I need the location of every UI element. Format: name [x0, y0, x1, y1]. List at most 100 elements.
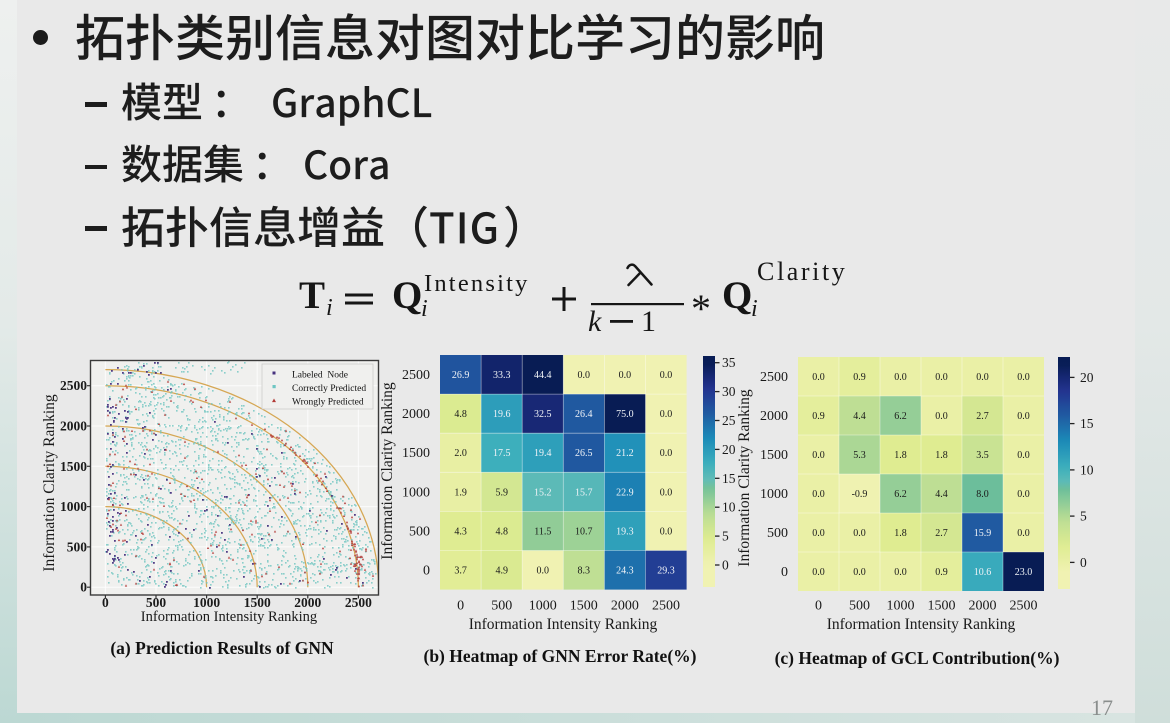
- svg-text:0.0: 0.0: [660, 526, 673, 537]
- svg-text:Labeled Node: Labeled Node: [292, 371, 348, 381]
- svg-text:Q: Q: [722, 274, 752, 317]
- svg-text:2500: 2500: [1010, 599, 1038, 614]
- svg-text:2.0: 2.0: [454, 448, 467, 459]
- svg-text:0.0: 0.0: [935, 411, 948, 422]
- svg-text:(c) Heatmap of GCL Contributio: (c) Heatmap of GCL Contribution(%): [775, 648, 1060, 668]
- svg-text:4.3: 4.3: [454, 526, 467, 537]
- svg-text:k: k: [588, 305, 602, 338]
- svg-text:0.0: 0.0: [853, 528, 866, 539]
- svg-text:1500: 1500: [928, 599, 956, 614]
- svg-text:8.0: 8.0: [976, 489, 989, 500]
- svg-text:2.7: 2.7: [976, 411, 989, 422]
- svg-text:6.2: 6.2: [894, 411, 907, 422]
- svg-text:19.6: 19.6: [493, 409, 511, 420]
- svg-text:15: 15: [722, 471, 736, 486]
- svg-text:0.0: 0.0: [894, 567, 907, 578]
- svg-text:0.0: 0.0: [853, 567, 866, 578]
- svg-text:500: 500: [409, 524, 430, 539]
- svg-text:Information Clarity Ranking: Information Clarity Ranking: [736, 389, 753, 567]
- svg-text:500: 500: [67, 539, 88, 554]
- svg-text:0.0: 0.0: [894, 372, 907, 383]
- svg-text:2000: 2000: [294, 595, 321, 610]
- svg-text:1500: 1500: [244, 595, 271, 610]
- svg-text:0.0: 0.0: [812, 528, 825, 539]
- svg-text:500: 500: [767, 526, 788, 541]
- svg-text:25: 25: [722, 413, 736, 428]
- svg-text:26.4: 26.4: [575, 409, 593, 420]
- svg-text:Information Intensity Ranking: Information Intensity Ranking: [469, 616, 658, 633]
- svg-text:1500: 1500: [60, 459, 87, 474]
- svg-text:3.5: 3.5: [976, 450, 989, 461]
- svg-text:5.3: 5.3: [853, 450, 866, 461]
- svg-text:Information Intensity Ranking: Information Intensity Ranking: [827, 616, 1016, 633]
- svg-text:0.9: 0.9: [853, 372, 866, 383]
- svg-text:10: 10: [1080, 462, 1094, 477]
- svg-text:2500: 2500: [652, 599, 680, 614]
- svg-text:0.0: 0.0: [935, 372, 948, 383]
- svg-text:20: 20: [722, 442, 736, 457]
- svg-text:0: 0: [457, 599, 464, 614]
- svg-text:0.0: 0.0: [578, 370, 591, 381]
- svg-text:Information Intensity Ranking: Information Intensity Ranking: [141, 609, 317, 625]
- svg-text:17.5: 17.5: [493, 448, 511, 459]
- svg-text:0: 0: [423, 564, 430, 579]
- svg-text:1000: 1000: [402, 485, 430, 500]
- svg-text:1500: 1500: [760, 448, 788, 463]
- svg-text:0.0: 0.0: [1017, 450, 1030, 461]
- svg-text:2000: 2000: [969, 599, 997, 614]
- svg-text:Clarity: Clarity: [757, 257, 847, 286]
- svg-text:i: i: [421, 296, 428, 322]
- svg-text:4.8: 4.8: [495, 526, 508, 537]
- svg-text:5: 5: [1080, 509, 1087, 524]
- svg-text:4.8: 4.8: [454, 409, 467, 420]
- svg-text:0.0: 0.0: [619, 370, 632, 381]
- svg-text:2500: 2500: [760, 370, 788, 385]
- svg-text:4.9: 4.9: [495, 566, 508, 577]
- svg-text:1000: 1000: [60, 499, 87, 514]
- svg-text:10.7: 10.7: [575, 526, 593, 537]
- svg-text:0.0: 0.0: [660, 487, 673, 498]
- svg-text:21.2: 21.2: [616, 448, 634, 459]
- svg-text:1000: 1000: [193, 595, 220, 610]
- svg-text:0: 0: [722, 558, 729, 573]
- svg-text:26.5: 26.5: [575, 448, 593, 459]
- svg-text:500: 500: [146, 595, 167, 610]
- svg-text:0.9: 0.9: [812, 411, 825, 422]
- svg-text:T: T: [299, 274, 325, 317]
- svg-text:Information Clarity Ranking: Information Clarity Ranking: [379, 382, 396, 560]
- svg-text:15.2: 15.2: [534, 487, 552, 498]
- svg-text:17: 17: [1091, 695, 1113, 720]
- svg-text:11.5: 11.5: [534, 526, 551, 537]
- svg-text:0.0: 0.0: [537, 566, 550, 577]
- svg-text:30: 30: [722, 384, 736, 399]
- svg-text:1.8: 1.8: [935, 450, 948, 461]
- svg-text:Correctly Predicted: Correctly Predicted: [292, 384, 366, 394]
- svg-text:0.0: 0.0: [812, 450, 825, 461]
- svg-text:(a) Prediction Results of GNN: (a) Prediction Results of GNN: [110, 638, 334, 658]
- svg-text:Information Clarity Ranking: Information Clarity Ranking: [41, 394, 58, 572]
- svg-text:2000: 2000: [60, 419, 87, 434]
- svg-text:26.9: 26.9: [452, 370, 470, 381]
- svg-text:2000: 2000: [402, 407, 430, 422]
- svg-text:-0.9: -0.9: [852, 489, 868, 500]
- svg-text:1000: 1000: [529, 599, 557, 614]
- svg-text:5.9: 5.9: [495, 487, 508, 498]
- svg-text:1500: 1500: [402, 446, 430, 461]
- svg-text:0.0: 0.0: [1017, 372, 1030, 383]
- svg-text:2500: 2500: [345, 595, 372, 610]
- svg-text:500: 500: [491, 599, 512, 614]
- svg-text:*: *: [691, 286, 711, 331]
- svg-text:0: 0: [80, 580, 87, 595]
- svg-text:4.4: 4.4: [935, 489, 948, 500]
- svg-text:i: i: [751, 296, 758, 322]
- svg-text:15.9: 15.9: [974, 528, 992, 539]
- svg-text:2.7: 2.7: [935, 528, 948, 539]
- svg-text:500: 500: [849, 599, 870, 614]
- svg-text:0.0: 0.0: [1017, 489, 1030, 500]
- svg-text:0: 0: [102, 595, 109, 610]
- svg-text:2500: 2500: [60, 378, 87, 393]
- svg-text:2500: 2500: [402, 368, 430, 383]
- svg-text:10: 10: [722, 500, 736, 515]
- svg-text:2000: 2000: [611, 599, 639, 614]
- svg-text:1.8: 1.8: [894, 450, 907, 461]
